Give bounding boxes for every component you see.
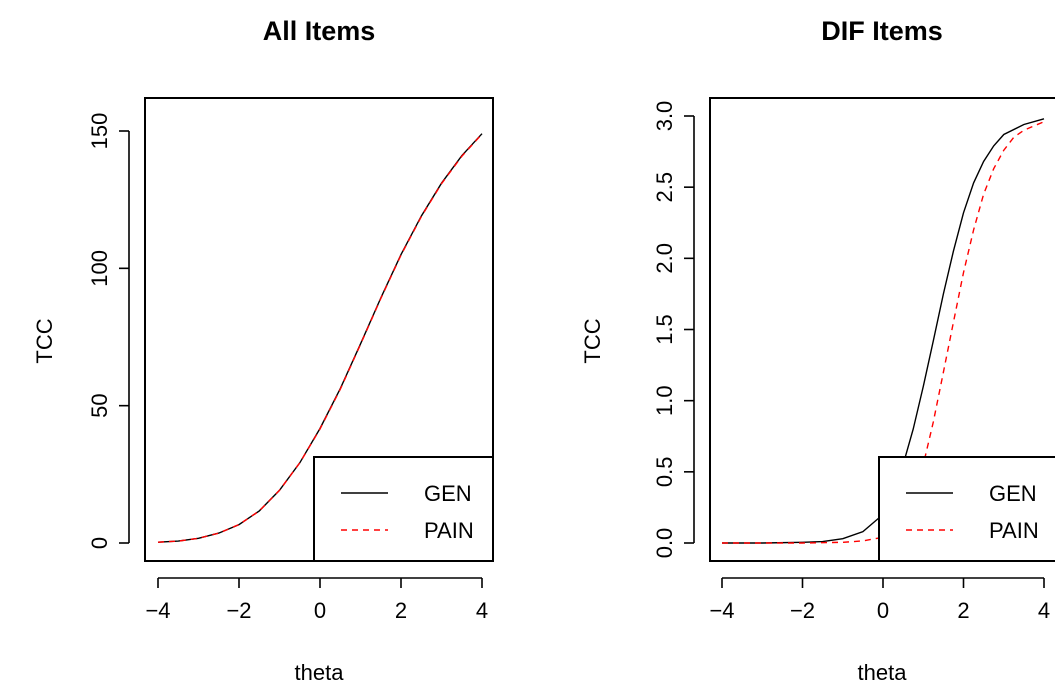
x-axis: −4 −2 0 2 4 (145, 577, 488, 623)
chart-panel-dif-items: DIF Items −4 −2 0 2 4 0.0 0.5 1.0 1.5 2.0 2.5 3.0 GE… (580, 16, 1055, 685)
chart-title: DIF Items (821, 16, 943, 46)
legend-box (878, 456, 1055, 562)
y-tick-label: 1.5 (652, 314, 677, 345)
x-tick-label: −2 (226, 598, 251, 623)
y-axis: 0 50 100 150 (87, 113, 130, 549)
y-axis-label: TCC (580, 318, 605, 363)
legend: GEN PAIN (878, 456, 1055, 562)
x-tick-label: 2 (957, 598, 969, 623)
legend: GEN PAIN (313, 456, 494, 562)
series-line-pain (157, 133, 483, 543)
legend-label: PAIN (424, 518, 474, 543)
series-line-pain (722, 121, 1045, 544)
y-tick-label: 2.0 (652, 243, 677, 274)
legend-label: PAIN (989, 518, 1039, 543)
x-tick-label: 0 (877, 598, 889, 623)
y-tick-label: 0 (87, 537, 112, 549)
x-tick-label: 2 (395, 598, 407, 623)
y-tick-label: 50 (87, 393, 112, 417)
x-axis-label: theta (858, 660, 908, 685)
series-line-gen (722, 118, 1045, 544)
legend-label: GEN (989, 481, 1037, 506)
y-tick-label: 0.0 (652, 528, 677, 559)
series-group (722, 118, 1045, 544)
legend-label: GEN (424, 481, 472, 506)
y-tick-label: 0.5 (652, 457, 677, 488)
y-tick-label: 150 (87, 113, 112, 150)
x-tick-label: 4 (476, 598, 488, 623)
x-tick-label: 4 (1038, 598, 1050, 623)
y-tick-label: 100 (87, 250, 112, 287)
x-tick-label: −2 (790, 598, 815, 623)
plot-area: −4 −2 0 2 4 0 50 100 150 GEN PAIN (87, 97, 494, 623)
chart-title: All Items (263, 16, 376, 46)
legend-box (313, 456, 494, 562)
plot-area: −4 −2 0 2 4 0.0 0.5 1.0 1.5 2.0 2.5 3.0 GEN PAIN (652, 97, 1055, 623)
y-tick-label: 3.0 (652, 101, 677, 132)
y-axis-label: TCC (32, 318, 57, 363)
y-tick-label: 2.5 (652, 172, 677, 203)
series-group (157, 133, 483, 543)
x-tick-label: −4 (145, 598, 170, 623)
x-axis: −4 −2 0 2 4 (709, 577, 1050, 623)
x-axis-label: theta (295, 660, 345, 685)
y-tick-label: 1.0 (652, 385, 677, 416)
y-axis: 0.0 0.5 1.0 1.5 2.0 2.5 3.0 (652, 101, 695, 559)
x-tick-label: −4 (709, 598, 734, 623)
x-tick-label: 0 (314, 598, 326, 623)
